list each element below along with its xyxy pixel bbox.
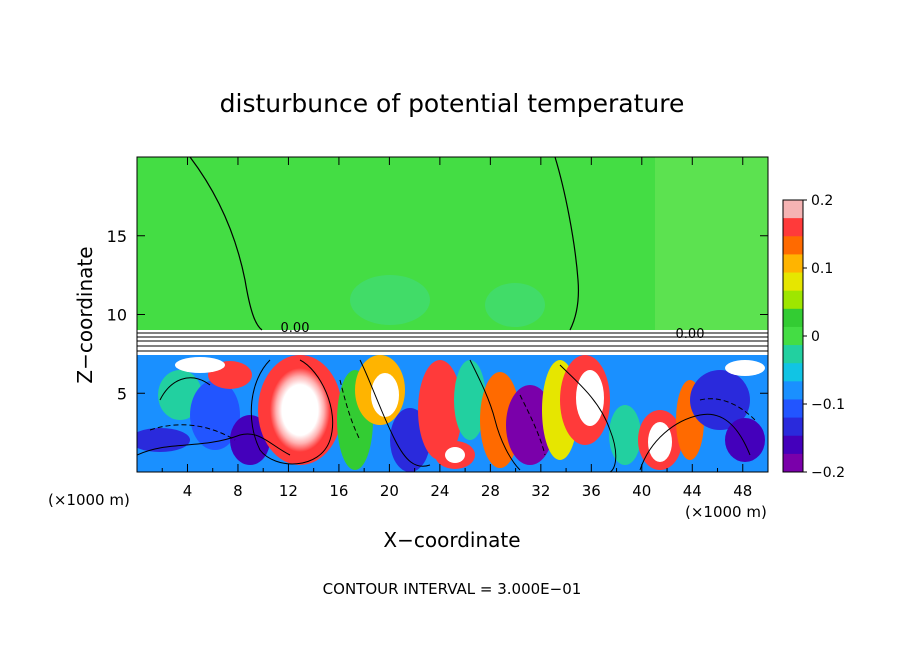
x-unit-right: (×1000 m) xyxy=(685,503,767,521)
x-tick-label: 16 xyxy=(329,482,348,500)
colorbar-swatch xyxy=(783,308,803,328)
x-tick-label: 36 xyxy=(582,482,601,500)
contour-label: 0.00 xyxy=(676,327,705,342)
x-tick-label: 20 xyxy=(380,482,399,500)
upper-cyan-patch xyxy=(485,283,545,327)
contour-interval-note: CONTOUR INTERVAL = 3.000E−01 xyxy=(323,580,582,598)
colorbar-tick-label: −0.2 xyxy=(811,465,845,481)
colorbar-swatch xyxy=(783,363,803,382)
x-tick-label: 32 xyxy=(531,482,550,500)
colorbar-tick-label: 0.2 xyxy=(811,193,833,209)
x-unit-left: (×1000 m) xyxy=(48,491,130,509)
x-tick-label: 48 xyxy=(733,482,752,500)
upper-cyan-patch xyxy=(350,275,430,325)
inversion-lines xyxy=(137,332,768,352)
y-axis-label: Z−coordinate xyxy=(73,246,97,383)
x-tick-label: 12 xyxy=(279,482,298,500)
upper-field-right xyxy=(655,157,768,332)
x-tick-label: 28 xyxy=(481,482,500,500)
z-tick-label: 15 xyxy=(107,227,127,246)
x-axis-ticks: 4 8 12 16 20 24 28 32 36 40 44 48 xyxy=(161,157,752,500)
colorbar-swatch xyxy=(783,417,803,437)
dashed-contours xyxy=(149,379,756,456)
z-tick-label: 10 xyxy=(107,306,127,325)
colorbar-swatch xyxy=(783,200,803,219)
colorbar-swatch xyxy=(783,435,803,455)
plot-area xyxy=(137,157,768,472)
colorbar-swatch xyxy=(783,236,803,255)
colorbar-swatch xyxy=(783,326,803,346)
colorbar-tick-label: −0.1 xyxy=(811,397,845,413)
contour-label: 0.00 xyxy=(281,321,310,336)
x-tick-label: 4 xyxy=(183,482,193,500)
colorbar-swatch xyxy=(783,254,803,274)
z-tick-label: 5 xyxy=(117,384,127,403)
colorbar-tick-label: 0 xyxy=(811,329,820,345)
contour-lines xyxy=(137,359,751,472)
x-tick-label: 40 xyxy=(632,482,651,500)
x-tick-label: 8 xyxy=(233,482,243,500)
chart-title: disturbunce of potential temperature xyxy=(220,89,685,118)
colorbar-swatch xyxy=(783,218,803,237)
x-tick-label: 44 xyxy=(683,482,702,500)
colorbar-tick-label: 0.1 xyxy=(811,261,833,277)
colorbar-swatch xyxy=(783,399,803,419)
x-tick-label: 24 xyxy=(430,482,449,500)
z-axis-ticks: 5 10 15 xyxy=(107,227,768,403)
colorbar: 0.2 0.1 0 −0.1 −0.2 xyxy=(782,193,845,481)
colorbar-swatch xyxy=(783,453,803,473)
colorbar-swatch xyxy=(783,381,803,400)
x-axis-label: X−coordinate xyxy=(383,528,520,552)
colorbar-swatch xyxy=(783,290,803,310)
colorbar-swatch xyxy=(783,272,803,292)
colorbar-swatch xyxy=(783,345,803,364)
zero-contour xyxy=(189,157,580,331)
